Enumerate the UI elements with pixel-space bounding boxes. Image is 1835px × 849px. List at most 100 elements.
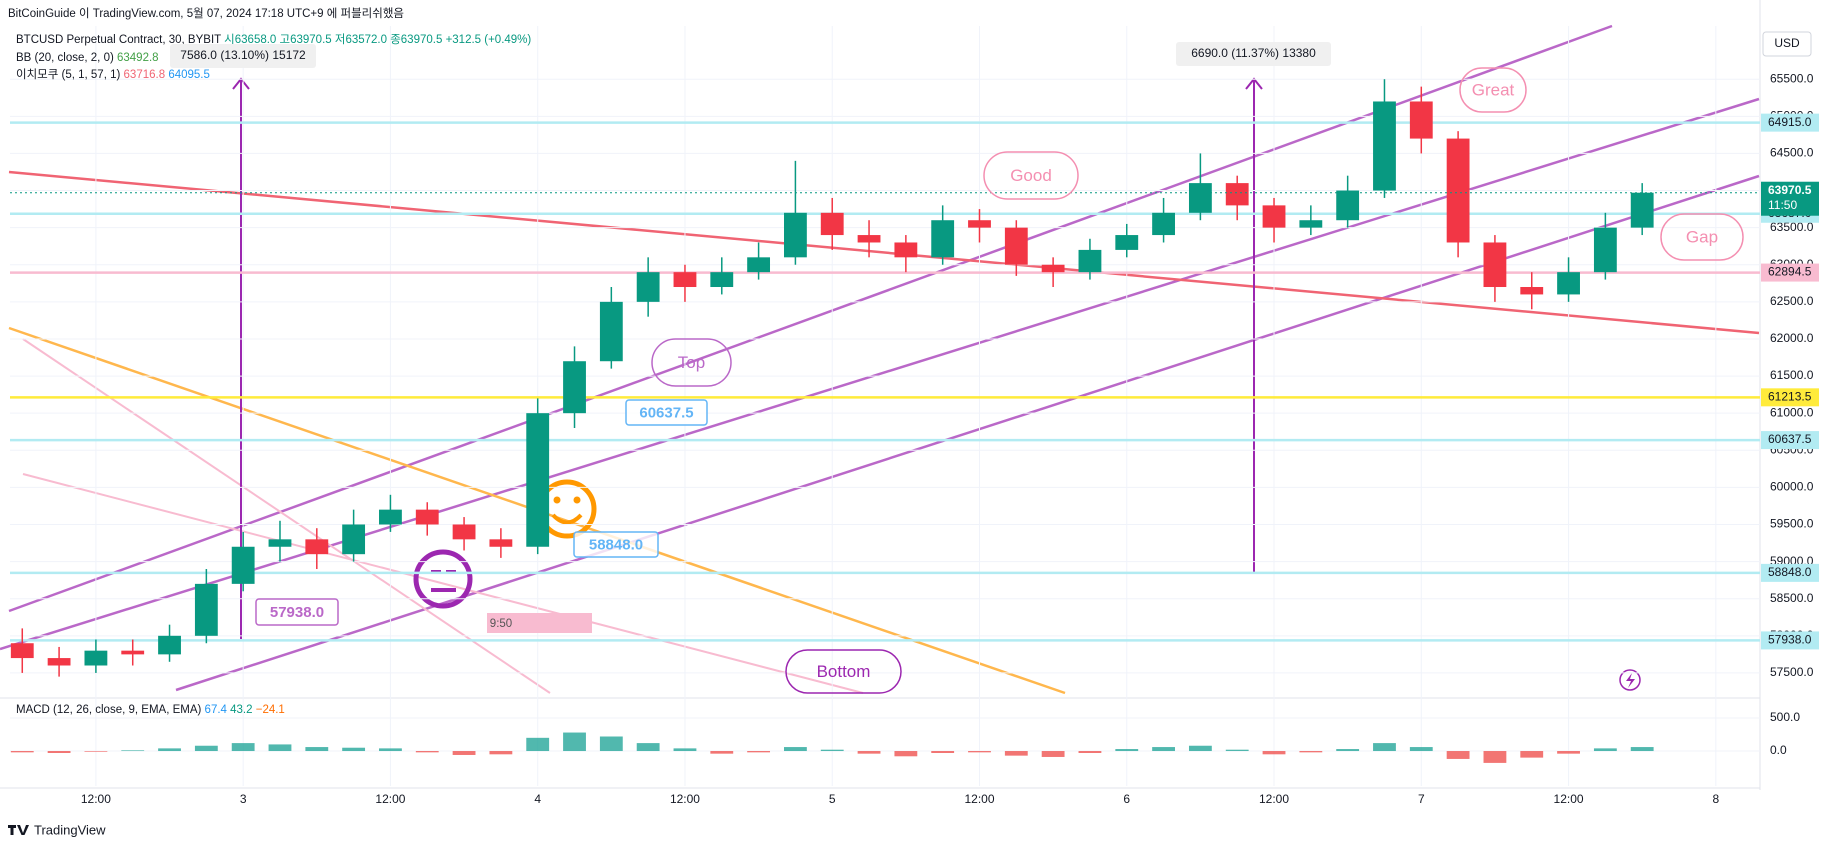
emoji-neutral [413,549,473,609]
measure-label: 6690.0 (11.37%) 13380 [1191,46,1316,60]
macd-bar [1336,749,1360,752]
y-tick-label: 58500.0 [1770,591,1814,605]
measure-box [1176,42,1331,66]
annotation: 58848.0 [589,536,643,553]
candle-body [84,650,108,666]
candle-body [1299,220,1323,228]
macd-bar [931,751,955,753]
watermark: BitCoinGuide 이 TradingView.com, 5월 07, 2… [8,7,404,20]
macd-tick-label: 0.0 [1770,743,1787,757]
grid: 57500.058000.058500.059000.059500.060000… [10,26,1814,806]
currency-box[interactable] [1762,31,1812,57]
trend-line [175,174,1760,692]
candle-body [379,509,402,525]
macd-bar [894,751,918,757]
candle-body [563,361,586,414]
candle-body [47,658,71,666]
trend-line [22,473,864,694]
macd-bar [305,747,329,752]
candle-body [820,212,844,236]
annotation: Top [678,353,705,372]
macd-bar [1225,749,1249,752]
macd-bar [84,751,108,752]
macd-tick-label: 500.0 [1770,710,1800,724]
macd-bar [1262,751,1286,755]
annotation-box [255,598,339,626]
x-tick-label: 12:00 [81,792,111,806]
symbol: BTCUSD Perpetual Contract, 30, BYBIT [16,34,221,46]
macd-bar [747,751,771,753]
annotation-box [487,613,592,633]
macd-bar [1004,751,1028,756]
macd-bar [1520,751,1544,758]
legend-line: BB (20, close, 2, 0) 63492.8 [16,52,159,64]
y-tick-label: 59500.0 [1770,517,1814,531]
macd-bar [379,748,402,752]
candle-body [931,220,955,258]
y-tick-label: 62500.0 [1770,294,1814,308]
y-tick-label: 60000.0 [1770,480,1814,494]
candle-body [1373,101,1396,191]
candle-body [1078,249,1102,273]
currency[interactable]: USD [1774,36,1800,50]
candle-body [1446,138,1470,243]
lightning [1626,673,1635,688]
macd-bar [784,747,807,752]
candle-body [158,635,181,655]
y-tick-label: 61000.0 [1770,405,1814,419]
candle-body [1520,287,1544,295]
candle-body [747,257,771,273]
x-tick-label: 12:00 [375,792,405,806]
y-tick-label: 64500.0 [1770,146,1814,160]
macd-bar [673,748,697,752]
annotation-box [573,531,659,558]
annotation-box [625,399,708,426]
candle-body [1630,192,1654,228]
brand-logo [8,825,29,835]
candle-body [1262,205,1286,228]
annotation: 9:50 [490,618,512,630]
brand: TradingView [34,822,106,837]
macd-bar [1409,747,1433,752]
x-tick-label: 12:00 [670,792,700,806]
ichimoku: 이치모쿠 (5, 1, 57, 1) [16,68,120,81]
trend-line [0,97,1760,651]
annotation-box [651,338,732,387]
macd-bar [1630,747,1654,752]
macd-bar [1446,751,1470,759]
macd-bar [342,747,366,752]
price-tag-label: 61213.5 [1768,389,1812,403]
annotation: 60637.5 [639,404,693,421]
annotation: Great [1472,80,1515,99]
y-tick-label: 61500.0 [1770,368,1814,382]
macd-bar [563,732,586,752]
price-tag-label: 58848.0 [1768,565,1812,579]
macd-bar [10,751,34,753]
macd-bar [1593,748,1617,752]
candle-body [231,546,255,584]
ichimoku-value: 64095.5 [168,69,210,81]
x-tick-label: 6 [1123,792,1130,806]
emoji-eye [573,496,581,504]
candle-body [526,413,550,547]
macd-bar [526,737,550,752]
candle-body [1225,183,1249,206]
candle-body [1041,264,1065,273]
annotation: Gap [1686,227,1718,246]
candle-body [1593,227,1617,273]
macd-bar [968,751,991,753]
candle-body [489,539,513,547]
macd-bar [1078,751,1102,753]
annotation-box [785,649,902,694]
x-tick-label: 12:00 [1554,792,1584,806]
y-tick-label: 63500.0 [1770,220,1814,234]
candle-body [10,643,34,659]
price-tag [1761,388,1819,407]
candle-body [452,524,476,540]
macd-reading: −24.1 [256,704,285,716]
macd-bar [415,751,439,753]
price-tag-label: 60637.5 [1768,432,1812,446]
candle-body [1483,242,1507,288]
lightning-icon[interactable] [1619,669,1641,691]
